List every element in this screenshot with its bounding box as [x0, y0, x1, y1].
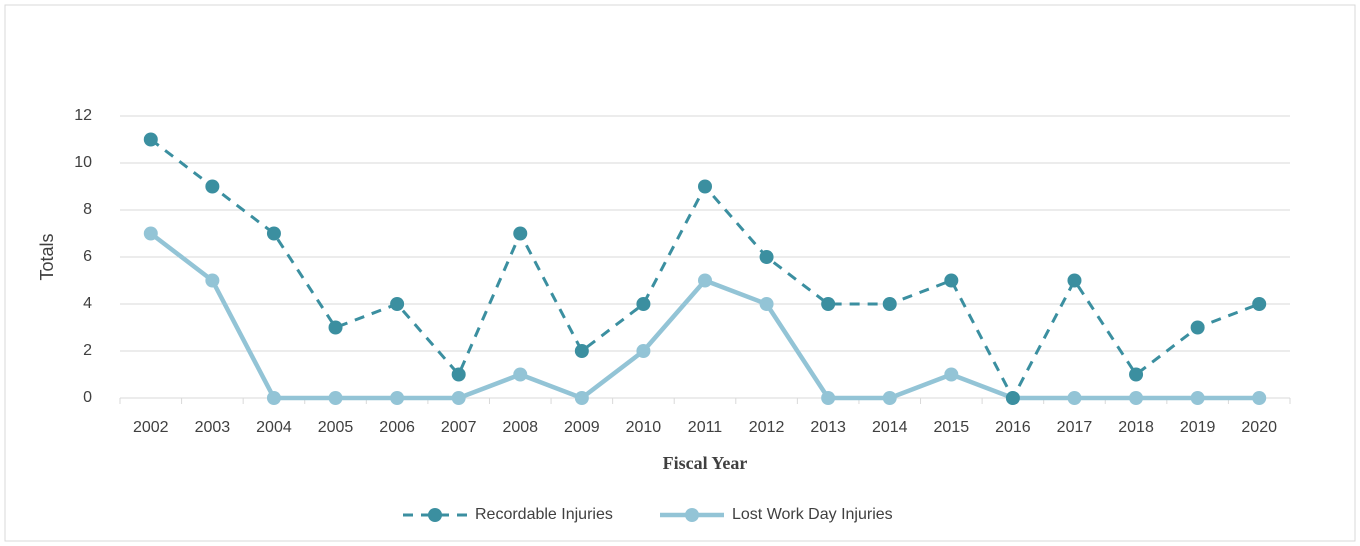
data-point: [882, 391, 897, 405]
x-tick-label: 2003: [195, 419, 231, 436]
y-tick-label: 4: [83, 295, 92, 312]
data-point: [205, 179, 220, 194]
data-point: [328, 320, 343, 335]
x-tick-label: 2015: [934, 419, 970, 436]
data-point: [759, 297, 774, 311]
x-tick-label: 2009: [564, 419, 600, 436]
data-point: [821, 297, 836, 311]
chart-border: [4, 4, 1356, 542]
data-point: [698, 273, 712, 288]
data-point: [759, 250, 774, 264]
data-point: [1252, 297, 1267, 311]
data-point: [266, 391, 281, 405]
y-axis-label: Totals: [37, 233, 57, 280]
data-point: [205, 273, 220, 288]
data-point: [266, 226, 281, 241]
data-point: [1129, 367, 1144, 382]
data-point: [1190, 320, 1205, 335]
x-tick-label: 2002: [133, 419, 169, 436]
data-point: [636, 297, 651, 311]
y-tick-label: 12: [74, 107, 92, 124]
data-point: [390, 297, 405, 311]
data-point: [451, 391, 466, 405]
data-point: [328, 391, 343, 405]
x-axis-label: Fiscal Year: [663, 453, 748, 473]
data-point: [1190, 391, 1205, 405]
legend-marker: [685, 508, 699, 522]
y-tick-label: 8: [83, 201, 92, 218]
x-tick-label: 2006: [379, 419, 415, 436]
data-point: [143, 226, 158, 241]
x-tick-label: 2005: [318, 419, 354, 436]
data-point: [451, 367, 466, 382]
y-tick-label: 6: [83, 248, 92, 265]
x-tick-label: 2008: [502, 419, 538, 436]
x-tick-label: 2007: [441, 419, 477, 436]
data-point: [574, 391, 589, 405]
data-point: [944, 367, 959, 382]
data-point: [944, 273, 959, 288]
y-tick-label: 10: [74, 154, 92, 171]
data-point: [1252, 391, 1267, 405]
data-point: [698, 179, 712, 194]
x-tick-label: 2012: [749, 419, 785, 436]
data-point: [882, 297, 897, 311]
data-point: [821, 391, 836, 405]
data-point: [143, 132, 158, 147]
x-tick-label: 2016: [995, 419, 1031, 436]
data-point: [513, 226, 528, 241]
data-point: [636, 344, 651, 358]
data-point: [574, 344, 589, 358]
legend-marker: [428, 508, 442, 522]
data-point: [513, 367, 528, 382]
x-tick-label: 2013: [810, 419, 846, 436]
data-point: [390, 391, 405, 405]
legend-label: Recordable Injuries: [475, 506, 613, 523]
x-tick-label: 2014: [872, 419, 908, 436]
x-tick-label: 2011: [688, 419, 723, 436]
x-tick-label: 2020: [1241, 419, 1277, 436]
x-tick-label: 2019: [1180, 419, 1216, 436]
x-tick-label: 2017: [1057, 419, 1093, 436]
x-tick-label: 2010: [626, 419, 662, 436]
y-tick-label: 2: [83, 342, 92, 359]
x-tick-label: 2018: [1118, 419, 1154, 436]
x-tick-label: 2004: [256, 419, 292, 436]
data-point: [1067, 273, 1082, 288]
data-point: [1129, 391, 1144, 405]
data-point: [1005, 391, 1020, 405]
legend-label: Lost Work Day Injuries: [732, 506, 893, 523]
y-tick-label: 0: [83, 389, 92, 406]
data-point: [1067, 391, 1082, 405]
